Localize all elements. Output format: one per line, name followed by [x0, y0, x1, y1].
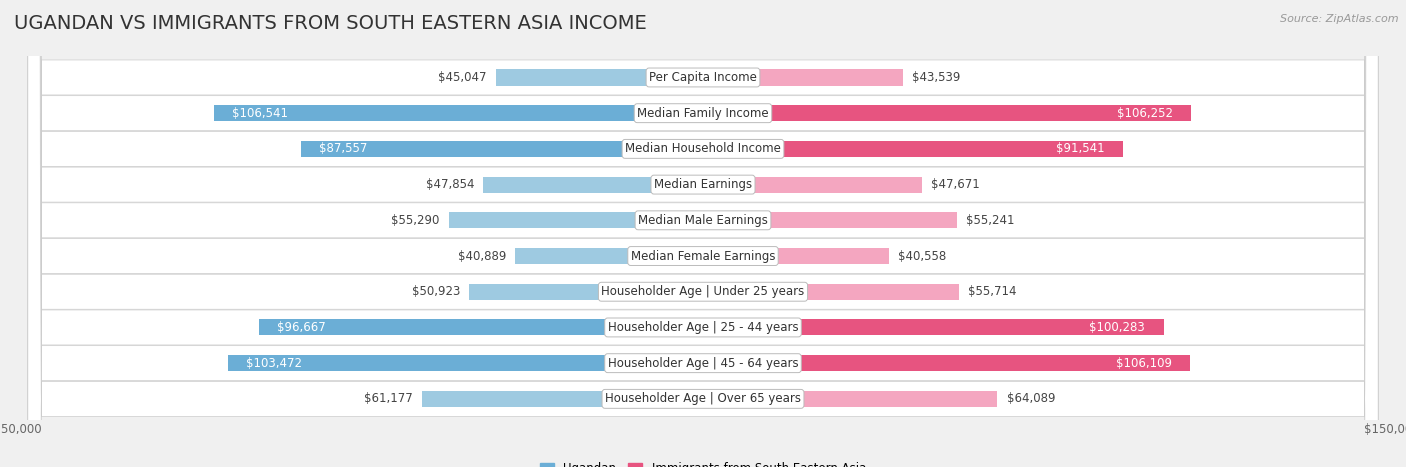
FancyBboxPatch shape: [28, 0, 1378, 467]
FancyBboxPatch shape: [28, 0, 1378, 467]
Text: $55,241: $55,241: [966, 214, 1014, 227]
Bar: [703, 283, 959, 300]
Bar: [422, 391, 703, 407]
Bar: [703, 319, 1164, 335]
Bar: [703, 177, 922, 192]
Text: $106,541: $106,541: [232, 106, 288, 120]
Text: Householder Age | Over 65 years: Householder Age | Over 65 years: [605, 392, 801, 405]
FancyBboxPatch shape: [28, 0, 1378, 467]
Text: $43,539: $43,539: [912, 71, 960, 84]
Bar: [259, 319, 703, 335]
Bar: [703, 248, 889, 264]
Text: $47,854: $47,854: [426, 178, 474, 191]
Text: $50,923: $50,923: [412, 285, 460, 298]
FancyBboxPatch shape: [28, 0, 1378, 467]
Text: $100,283: $100,283: [1090, 321, 1146, 334]
Text: $47,671: $47,671: [931, 178, 980, 191]
Text: Householder Age | 25 - 44 years: Householder Age | 25 - 44 years: [607, 321, 799, 334]
FancyBboxPatch shape: [28, 0, 1378, 467]
Bar: [228, 355, 703, 371]
Text: $55,714: $55,714: [969, 285, 1017, 298]
Text: Median Male Earnings: Median Male Earnings: [638, 214, 768, 227]
FancyBboxPatch shape: [28, 0, 1378, 467]
FancyBboxPatch shape: [28, 0, 1378, 467]
Text: UGANDAN VS IMMIGRANTS FROM SOUTH EASTERN ASIA INCOME: UGANDAN VS IMMIGRANTS FROM SOUTH EASTERN…: [14, 14, 647, 33]
Text: $40,558: $40,558: [898, 249, 946, 262]
Text: Median Female Earnings: Median Female Earnings: [631, 249, 775, 262]
Text: $61,177: $61,177: [364, 392, 413, 405]
Text: Median Family Income: Median Family Income: [637, 106, 769, 120]
Text: Source: ZipAtlas.com: Source: ZipAtlas.com: [1281, 14, 1399, 24]
Bar: [496, 70, 703, 85]
Bar: [484, 177, 703, 192]
FancyBboxPatch shape: [28, 0, 1378, 467]
Bar: [703, 391, 997, 407]
Text: $55,290: $55,290: [391, 214, 440, 227]
Text: $91,541: $91,541: [1056, 142, 1105, 156]
Text: Median Earnings: Median Earnings: [654, 178, 752, 191]
FancyBboxPatch shape: [28, 0, 1378, 467]
Bar: [703, 105, 1191, 121]
Text: Per Capita Income: Per Capita Income: [650, 71, 756, 84]
Bar: [301, 141, 703, 157]
Bar: [449, 212, 703, 228]
FancyBboxPatch shape: [28, 0, 1378, 467]
Bar: [470, 283, 703, 300]
Bar: [703, 70, 903, 85]
Text: $45,047: $45,047: [439, 71, 486, 84]
Text: $40,889: $40,889: [457, 249, 506, 262]
Bar: [703, 141, 1123, 157]
Bar: [703, 355, 1191, 371]
Text: $96,667: $96,667: [277, 321, 326, 334]
Text: Median Household Income: Median Household Income: [626, 142, 780, 156]
Bar: [214, 105, 703, 121]
Text: Householder Age | 45 - 64 years: Householder Age | 45 - 64 years: [607, 357, 799, 370]
Text: $87,557: $87,557: [319, 142, 367, 156]
Text: $103,472: $103,472: [246, 357, 302, 370]
Text: $64,089: $64,089: [1007, 392, 1054, 405]
Legend: Ugandan, Immigrants from South Eastern Asia: Ugandan, Immigrants from South Eastern A…: [536, 458, 870, 467]
Text: $106,109: $106,109: [1116, 357, 1173, 370]
Bar: [515, 248, 703, 264]
Text: $106,252: $106,252: [1116, 106, 1173, 120]
Bar: [703, 212, 956, 228]
Text: Householder Age | Under 25 years: Householder Age | Under 25 years: [602, 285, 804, 298]
